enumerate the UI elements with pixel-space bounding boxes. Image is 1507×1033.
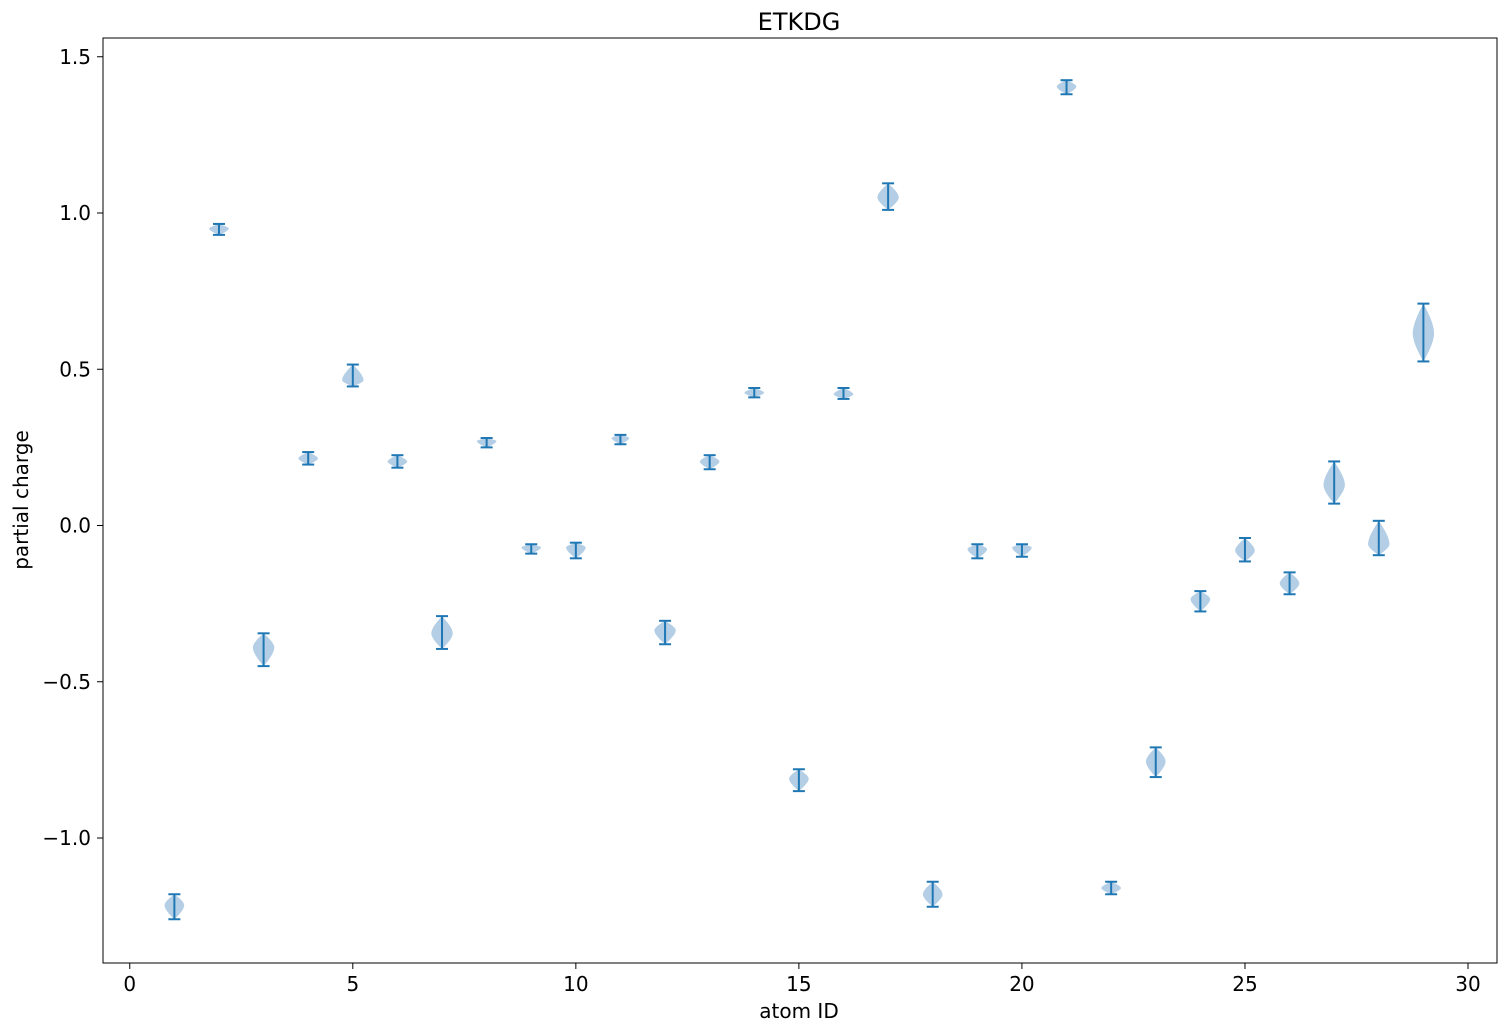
violin-9 bbox=[521, 543, 542, 555]
x-axis-label: atom ID bbox=[759, 999, 838, 1023]
violin-8 bbox=[476, 437, 497, 449]
violin-26 bbox=[1279, 571, 1300, 596]
violin-12 bbox=[654, 619, 676, 646]
y-tick-label: −1.0 bbox=[42, 826, 91, 850]
x-tick-label: 20 bbox=[1009, 972, 1034, 996]
violin-28 bbox=[1368, 519, 1390, 557]
violin-25 bbox=[1235, 537, 1255, 563]
plot-frame bbox=[102, 37, 1498, 964]
violin-13 bbox=[699, 454, 720, 471]
x-tick-label: 0 bbox=[123, 972, 136, 996]
violin-18 bbox=[922, 880, 943, 908]
y-tick-label: −0.5 bbox=[42, 670, 91, 694]
violin-21 bbox=[1056, 79, 1077, 96]
y-axis-label: partial charge bbox=[9, 430, 33, 570]
violin-4 bbox=[298, 451, 319, 466]
violin-17 bbox=[877, 182, 899, 211]
y-tick-label: 0.0 bbox=[59, 514, 91, 538]
y-tick-label: 0.5 bbox=[59, 357, 91, 381]
violin-10 bbox=[566, 541, 586, 560]
violin-19 bbox=[967, 543, 988, 560]
violin-22 bbox=[1101, 880, 1121, 896]
violin-20 bbox=[1012, 543, 1032, 558]
violin-16 bbox=[833, 387, 854, 400]
violin-23 bbox=[1145, 746, 1166, 779]
x-tick-label: 5 bbox=[346, 972, 359, 996]
violin-5 bbox=[342, 363, 364, 388]
x-tick-label: 30 bbox=[1455, 972, 1480, 996]
violin-series bbox=[164, 79, 1435, 921]
violin-1 bbox=[164, 893, 185, 921]
violin-2 bbox=[209, 222, 229, 236]
x-tick-label: 25 bbox=[1232, 972, 1257, 996]
violin-24 bbox=[1190, 590, 1211, 613]
x-tick-label: 15 bbox=[786, 972, 811, 996]
violin-3 bbox=[252, 632, 275, 668]
violin-11 bbox=[611, 433, 630, 446]
x-tick-label: 10 bbox=[563, 972, 588, 996]
violin-15 bbox=[789, 768, 809, 793]
chart-title: ETKDG bbox=[758, 8, 841, 36]
violin-29 bbox=[1412, 302, 1435, 363]
violin-27 bbox=[1323, 460, 1345, 505]
x-axis: 0 5 10 15 20 25 30 bbox=[123, 963, 1481, 996]
y-axis: −1.0 −0.5 0.0 0.5 1.0 1.5 bbox=[42, 45, 103, 850]
violin-14 bbox=[744, 387, 765, 399]
violin-7 bbox=[431, 615, 453, 650]
y-tick-label: 1.5 bbox=[59, 45, 91, 69]
y-tick-label: 1.0 bbox=[59, 201, 91, 225]
violin-6 bbox=[387, 454, 408, 469]
